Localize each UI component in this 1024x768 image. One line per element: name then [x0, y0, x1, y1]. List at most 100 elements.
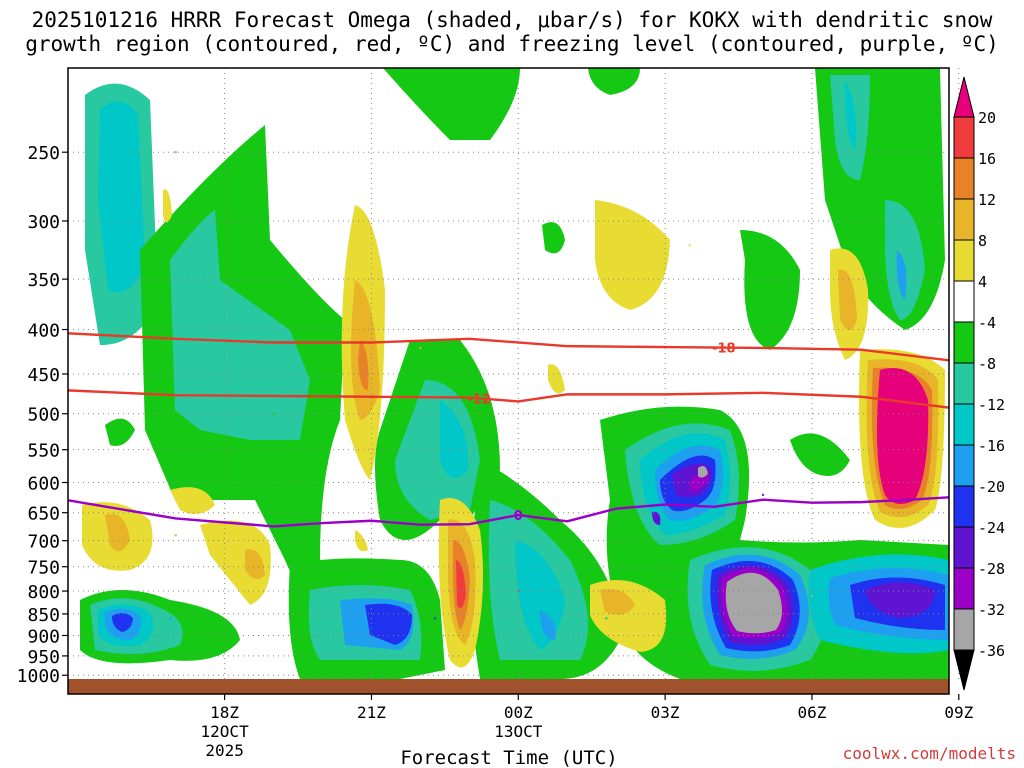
x-tick-label-18Z: 18Z — [210, 703, 239, 722]
omega-contour-fill-14 — [395, 380, 480, 520]
omega-contour-fill-27 — [790, 433, 850, 476]
colorbar-label--32: -32 — [978, 601, 1005, 619]
omega-feature-7 — [761, 493, 765, 497]
omega-feature-14 — [174, 534, 177, 537]
omega-feature-8 — [810, 594, 814, 597]
omega-contour-fill-53 — [170, 487, 215, 514]
colorbar-swatch-8 — [953, 403, 975, 446]
omega-contour-fill-58 — [351, 280, 380, 420]
colorbar-swatch-10 — [953, 485, 975, 528]
colorbar-swatch-9 — [953, 444, 975, 487]
omega-contour-fill-15 — [440, 400, 469, 478]
y-tick-label-350: 350 — [27, 270, 60, 291]
omega-contour-fill-52 — [105, 513, 130, 552]
y-tick-label-450: 450 — [27, 365, 60, 386]
contour-label-3: 0 — [514, 509, 523, 524]
omega-contour-fill-10 — [845, 80, 857, 150]
colorbar-bottom-arrow — [953, 649, 975, 691]
colorbar-swatch-13 — [953, 608, 975, 651]
omega-contour-fill-60 — [355, 530, 368, 552]
omega-contour-fill-59 — [358, 340, 369, 391]
ground-strip — [68, 679, 949, 694]
omega-contour-fill-5 — [383, 68, 520, 140]
omega-contour-fill-6 — [588, 68, 640, 95]
omega-contour-fill-33 — [690, 471, 710, 492]
y-tick-label-250: 250 — [27, 143, 60, 164]
colorbar-swatch-7 — [953, 362, 975, 405]
y-tick-label-700: 700 — [27, 532, 60, 553]
omega-contour-fill-11 — [885, 200, 925, 320]
y-tick-label-1000: 1000 — [17, 666, 60, 687]
contour-label-1: -18 — [712, 342, 736, 357]
colorbar-label--36: -36 — [978, 642, 1005, 660]
chart-title-line-1: 2025101216 HRRR Forecast Omega (shaded, … — [31, 8, 993, 32]
x-tick-label-21Z: 21Z — [357, 703, 386, 722]
credit-link[interactable]: coolwx.com/modelts — [842, 744, 1016, 763]
colorbar-label--12: -12 — [978, 396, 1005, 414]
omega-contour-fill-20 — [365, 603, 412, 645]
omega-feature-13 — [419, 346, 422, 350]
omega-contour-fill-26 — [740, 230, 800, 350]
colorbar-label--4: -4 — [978, 314, 996, 332]
colorbar-swatch-1 — [953, 116, 975, 159]
x-tick-sublabel-18Z: 12OCT — [201, 722, 250, 741]
omega-contour-fill-34 — [698, 466, 708, 478]
y-tick-label-950: 950 — [27, 647, 60, 668]
colorbar-label-16: 16 — [978, 150, 996, 168]
colorbar-swatch-2 — [953, 157, 975, 200]
x-tick-label-06Z: 06Z — [798, 703, 827, 722]
y-tick-label-550: 550 — [27, 441, 60, 462]
omega-contour-fill-62 — [548, 364, 565, 394]
y-tick-label-400: 400 — [27, 321, 60, 342]
omega-contour-fill-7 — [542, 222, 565, 254]
x-tick-label-03Z: 03Z — [651, 703, 680, 722]
omega-contour-fill-41 — [725, 572, 783, 634]
omega-contour-fill-61 — [595, 200, 670, 310]
plot-frame — [67, 67, 950, 695]
omega-feature-6 — [605, 617, 608, 620]
omega-contour-fill-4 — [170, 210, 310, 440]
y-tick-label-600: 600 — [27, 474, 60, 495]
colorbar-label-12: 12 — [978, 191, 996, 209]
contour-line-1 — [68, 332, 949, 362]
omega-contour-fill-70 — [838, 269, 857, 330]
omega-feature-2 — [174, 150, 177, 154]
y-tick-label-750: 750 — [27, 558, 60, 579]
colorbar-swatch-5 — [953, 280, 975, 323]
omega-contour-fill-24 — [540, 610, 556, 640]
omega-contour-fill-68 — [600, 589, 635, 615]
omega-contour-fill-56 — [163, 189, 172, 223]
omega-feature-12 — [688, 244, 691, 247]
colorbar-top-arrow — [953, 76, 975, 118]
omega-contour-fill-55 — [245, 549, 265, 579]
colorbar-label--16: -16 — [978, 437, 1005, 455]
omega-contour-fill-45 — [865, 582, 935, 618]
omega-feature-1 — [169, 617, 172, 620]
y-tick-label-300: 300 — [27, 212, 60, 233]
colorbar-label-4: 4 — [978, 273, 987, 291]
omega-contour-fill-35 — [652, 511, 661, 525]
omega-contour-fill-50 — [112, 612, 133, 632]
y-tick-label-650: 650 — [27, 504, 60, 525]
chart-title-line-2: growth region (contoured, red, ºC) and f… — [25, 32, 999, 56]
colorbar-swatch-12 — [953, 567, 975, 610]
omega-contour-fill-66 — [456, 560, 466, 609]
colorbar-label-20: 20 — [978, 109, 996, 127]
x-tick-label-09Z: 09Z — [944, 703, 973, 722]
omega-contour-fill-54 — [200, 520, 271, 605]
omega-contour-fill-74 — [876, 368, 929, 504]
x-tick-sublabel-00Z: 13OCT — [494, 722, 543, 741]
colorbar-swatch-11 — [953, 526, 975, 569]
x-tick-year-label: 2025 — [205, 741, 244, 760]
x-axis-label: Forecast Time (UTC) — [400, 747, 617, 768]
omega-contour-fill-2 — [98, 101, 145, 293]
y-tick-label-900: 900 — [27, 626, 60, 647]
y-tick-label-500: 500 — [27, 405, 60, 426]
colorbar-swatch-3 — [953, 198, 975, 241]
contour-line-2 — [68, 389, 949, 409]
colorbar-label--28: -28 — [978, 560, 1005, 578]
colorbar-swatch-4 — [953, 239, 975, 282]
omega-contour-fill-16 — [105, 418, 135, 446]
contour-label-2: -12 — [467, 392, 491, 407]
colorbar-label--8: -8 — [978, 355, 996, 373]
